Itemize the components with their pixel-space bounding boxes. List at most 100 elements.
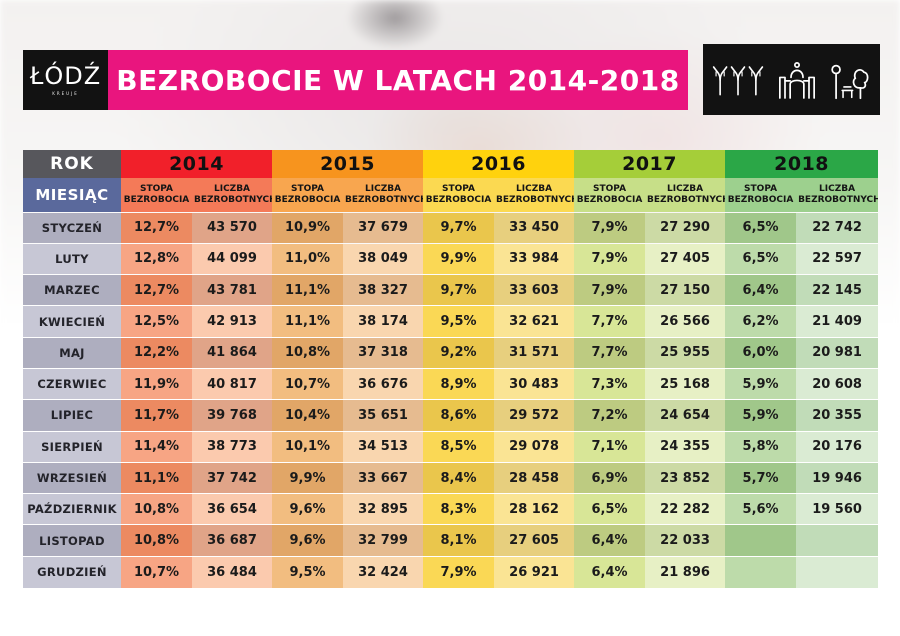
stopa-cell: 8,5% <box>423 430 495 463</box>
year-header-2014: 2014 <box>121 150 273 178</box>
stopa-cell: 11,0% <box>272 242 344 275</box>
liczba-cell: 41 864 <box>192 336 273 369</box>
month-cell: KWIECIEŃ <box>23 305 121 338</box>
table-row: WRZESIEŃ 11,1% 37 742 9,9% 33 667 8,4% 28 458 6… <box>23 461 879 494</box>
stopa-cell <box>725 555 797 588</box>
year-header-2016: 2016 <box>423 150 575 178</box>
stopa-cell: 6,4% <box>574 524 646 557</box>
liczba-cell: 20 608 <box>796 367 879 400</box>
stopa-cell: 10,8% <box>272 336 344 369</box>
arcade-columns-icon <box>712 61 764 99</box>
liczba-cell: 19 560 <box>796 493 879 525</box>
stopa-cell: 7,2% <box>574 399 646 432</box>
liczba-cell: 19 946 <box>796 461 879 494</box>
stopa-cell: 9,6% <box>272 493 344 525</box>
liczba-cell: 30 483 <box>494 367 575 400</box>
table-row: MAJ 12,2% 41 864 10,8% 37 318 9,2% 31 571 7,7% 2… <box>23 336 879 369</box>
liczba-header-2017: LICZBA BEZROBOTNYCH <box>645 178 726 212</box>
table-row: CZERWIEC 11,9% 40 817 10,7% 36 676 8,9% 30 483… <box>23 367 879 400</box>
liczba-cell: 32 799 <box>343 524 424 557</box>
liczba-cell: 24 355 <box>645 430 726 463</box>
table-row: KWIECIEŃ 12,5% 42 913 11,1% 38 174 9,5% 32 621… <box>23 305 879 338</box>
liczba-cell: 37 742 <box>192 461 273 494</box>
stopa-cell: 8,6% <box>423 399 495 432</box>
lodz-logo-text: ŁÓDŹ <box>29 62 102 90</box>
stopa-header-2017: STOPA BEZROBOCIA <box>574 178 646 212</box>
stopa-cell: 10,8% <box>121 524 192 557</box>
liczba-cell: 26 566 <box>645 305 726 338</box>
stopa-cell: 7,7% <box>574 305 646 338</box>
month-cell: MAJ <box>23 336 121 369</box>
liczba-cell: 39 768 <box>192 399 273 432</box>
table-row: MARZEC 12,7% 43 781 11,1% 38 327 9,7% 33 603 7,… <box>23 274 879 306</box>
miesiac-header: MIESIĄC <box>23 178 121 212</box>
liczba-cell: 43 781 <box>192 274 273 306</box>
stopa-cell: 9,6% <box>272 524 344 557</box>
stopa-cell: 9,5% <box>272 555 344 588</box>
table-row: LISTOPAD 10,8% 36 687 9,6% 32 799 8,1% 27 605 6… <box>23 524 879 557</box>
stopa-cell: 11,9% <box>121 367 192 400</box>
stopa-cell: 9,2% <box>423 336 495 369</box>
stopa-cell: 12,5% <box>121 305 192 338</box>
stopa-cell: 11,7% <box>121 399 192 432</box>
stopa-cell: 9,5% <box>423 305 495 338</box>
liczba-cell: 22 033 <box>645 524 726 557</box>
stopa-cell: 11,4% <box>121 430 192 463</box>
stopa-cell: 8,3% <box>423 493 495 525</box>
liczba-cell: 32 895 <box>343 493 424 525</box>
stopa-cell: 6,9% <box>574 461 646 494</box>
liczba-cell: 25 168 <box>645 367 726 400</box>
liczba-header-2015: LICZBA BEZROBOTNYCH <box>343 178 424 212</box>
stopa-cell: 5,9% <box>725 399 797 432</box>
stopa-cell: 10,4% <box>272 399 344 432</box>
rok-header: ROK <box>23 150 121 178</box>
stopa-cell: 10,1% <box>272 430 344 463</box>
month-cell: CZERWIEC <box>23 367 121 400</box>
liczba-cell: 24 654 <box>645 399 726 432</box>
liczba-cell: 20 355 <box>796 399 879 432</box>
liczba-cell: 22 742 <box>796 211 879 244</box>
stopa-cell: 12,2% <box>121 336 192 369</box>
stopa-cell <box>725 524 797 557</box>
liczba-cell: 33 450 <box>494 211 575 244</box>
liczba-cell: 33 984 <box>494 242 575 275</box>
year-header-2017: 2017 <box>574 150 726 178</box>
month-cell: LISTOPAD <box>23 524 121 557</box>
title-banner: BEZROBOCIE W LATACH 2014-2018 <box>108 50 688 110</box>
liczba-cell: 21 409 <box>796 305 879 338</box>
stopa-cell: 6,0% <box>725 336 797 369</box>
stopa-cell: 10,9% <box>272 211 344 244</box>
stopa-cell: 6,5% <box>725 211 797 244</box>
stopa-cell: 10,7% <box>121 555 192 588</box>
liczba-cell <box>796 555 879 588</box>
liczba-cell: 22 282 <box>645 493 726 525</box>
stopa-header-2015: STOPA BEZROBOCIA <box>272 178 344 212</box>
liczba-cell: 38 327 <box>343 274 424 306</box>
table-row: SIERPIEŃ 11,4% 38 773 10,1% 34 513 8,5% 29 078… <box>23 430 879 463</box>
lodz-logo: ŁÓDŹ KREUJE <box>23 50 108 110</box>
page-title: BEZROBOCIE W LATACH 2014-2018 <box>116 63 680 97</box>
liczba-cell: 35 651 <box>343 399 424 432</box>
liczba-cell: 28 162 <box>494 493 575 525</box>
stopa-cell: 6,5% <box>725 242 797 275</box>
stopa-cell: 5,7% <box>725 461 797 494</box>
stopa-cell: 11,1% <box>121 461 192 494</box>
liczba-cell: 27 605 <box>494 524 575 557</box>
stopa-cell: 11,1% <box>272 274 344 306</box>
liczba-cell: 22 145 <box>796 274 879 306</box>
stopa-cell: 9,9% <box>272 461 344 494</box>
stopa-cell: 8,4% <box>423 461 495 494</box>
stopa-cell: 12,7% <box>121 211 192 244</box>
month-cell: GRUDZIEŃ <box>23 555 121 588</box>
liczba-header-2014: LICZBA BEZROBOTNYCH <box>192 178 273 212</box>
year-header-2018: 2018 <box>725 150 879 178</box>
palace-gate-icon <box>773 60 821 100</box>
month-cell: SIERPIEŃ <box>23 430 121 463</box>
stopa-cell: 5,8% <box>725 430 797 463</box>
liczba-cell: 36 676 <box>343 367 424 400</box>
liczba-cell: 28 458 <box>494 461 575 494</box>
stopa-cell: 5,9% <box>725 367 797 400</box>
liczba-cell: 27 405 <box>645 242 726 275</box>
liczba-cell: 25 955 <box>645 336 726 369</box>
stopa-cell: 8,1% <box>423 524 495 557</box>
